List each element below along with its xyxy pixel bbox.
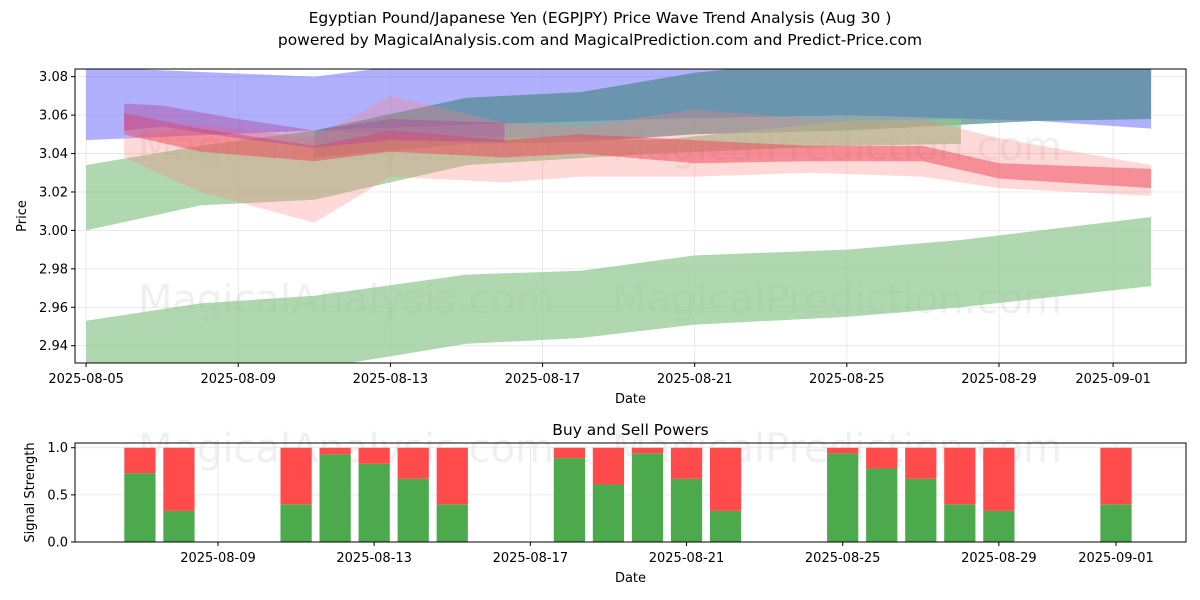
sell-bar bbox=[709, 447, 742, 511]
y-tick-label: 3.02 bbox=[39, 185, 68, 200]
y-axis-label: Price bbox=[15, 200, 30, 232]
sell-bar bbox=[944, 447, 976, 505]
buy-bar bbox=[436, 504, 468, 542]
x-tick-label: 2025-08-29 bbox=[961, 372, 1037, 387]
sub-x-tick-label: 2025-08-21 bbox=[649, 551, 725, 566]
chart-subtitle: powered by MagicalAnalysis.com and Magic… bbox=[277, 31, 923, 49]
sub-x-tick-label: 2025-09-01 bbox=[1078, 551, 1154, 566]
sub-x-axis-label: Date bbox=[615, 571, 646, 586]
sub-x-tick-label: 2025-08-09 bbox=[180, 551, 256, 566]
sell-bar bbox=[319, 447, 351, 455]
x-tick-label: 2025-08-25 bbox=[809, 372, 885, 387]
sub-x-tick-label: 2025-08-13 bbox=[336, 551, 412, 566]
bands-group bbox=[86, 69, 1152, 363]
bars-group bbox=[124, 447, 1132, 542]
sub-x-tick-label: 2025-08-29 bbox=[961, 551, 1037, 566]
buy-bar bbox=[905, 478, 937, 542]
buy-bar bbox=[983, 510, 1015, 542]
buy-bar bbox=[944, 504, 976, 542]
sub-y-tick-label: 0.5 bbox=[47, 488, 68, 503]
sell-bar bbox=[592, 447, 625, 485]
sub-chart-title: Buy and Sell Powers bbox=[552, 421, 709, 439]
x-tick-label: 2025-08-17 bbox=[505, 372, 581, 387]
sub-y-tick-label: 0.0 bbox=[47, 536, 68, 551]
x-tick-label: 2025-08-05 bbox=[48, 372, 124, 387]
y-tick-label: 2.98 bbox=[39, 262, 68, 277]
buy-bar bbox=[592, 484, 625, 542]
buy-bar bbox=[280, 504, 312, 542]
wave-band bbox=[86, 217, 1152, 363]
sell-bar bbox=[631, 447, 664, 454]
buy-bar bbox=[631, 453, 664, 542]
sell-bar bbox=[124, 447, 156, 474]
sell-bar bbox=[866, 447, 898, 469]
buy-bar bbox=[163, 510, 195, 542]
y-tick-label: 3.00 bbox=[39, 224, 68, 239]
sub-plot-frame bbox=[74, 442, 1187, 543]
sell-bar bbox=[553, 447, 586, 459]
wave-band bbox=[124, 103, 505, 148]
y-tick-label: 3.08 bbox=[39, 70, 68, 85]
sell-bar bbox=[397, 447, 429, 479]
buy-bar bbox=[827, 453, 859, 542]
buy-bar bbox=[866, 468, 898, 542]
main-plot-frame bbox=[74, 68, 1187, 364]
sell-bar bbox=[670, 447, 703, 479]
sub-x-tick-label: 2025-08-17 bbox=[493, 551, 569, 566]
sub-y-axis-label: Signal Strength bbox=[23, 442, 38, 542]
sell-bar bbox=[1100, 447, 1132, 505]
x-tick-label: 2025-09-01 bbox=[1075, 372, 1151, 387]
sub-y-tick-label: 1.0 bbox=[47, 441, 68, 456]
sell-bar bbox=[905, 447, 937, 479]
y-tick-label: 3.06 bbox=[39, 109, 68, 124]
y-tick-label: 3.04 bbox=[39, 147, 68, 162]
buy-bar bbox=[358, 463, 390, 542]
buy-bar bbox=[553, 458, 586, 542]
sell-bar bbox=[827, 447, 859, 454]
buy-bar bbox=[124, 473, 156, 542]
x-tick-label: 2025-08-21 bbox=[657, 372, 733, 387]
x-tick-label: 2025-08-09 bbox=[200, 372, 276, 387]
sell-bar bbox=[436, 447, 468, 505]
x-axis-label: Date bbox=[615, 392, 646, 407]
y-tick-label: 2.94 bbox=[39, 339, 68, 354]
sell-bar bbox=[280, 447, 312, 505]
buy-bar bbox=[397, 478, 429, 542]
wave-band bbox=[124, 95, 1152, 223]
sell-bar bbox=[983, 447, 1015, 511]
buy-bar bbox=[1100, 504, 1132, 542]
y-tick-label: 2.96 bbox=[39, 301, 68, 316]
wave-band bbox=[314, 69, 1152, 158]
chart-title: Egyptian Pound/Japanese Yen (EGPJPY) Pri… bbox=[308, 9, 892, 27]
sell-bar bbox=[358, 447, 390, 464]
sell-bar bbox=[163, 447, 195, 511]
buy-bar bbox=[670, 478, 703, 542]
wave-band bbox=[124, 113, 1152, 189]
sub-x-tick-label: 2025-08-25 bbox=[805, 551, 881, 566]
buy-bar bbox=[709, 510, 742, 542]
buy-bar bbox=[319, 454, 351, 542]
x-tick-label: 2025-08-13 bbox=[353, 372, 429, 387]
